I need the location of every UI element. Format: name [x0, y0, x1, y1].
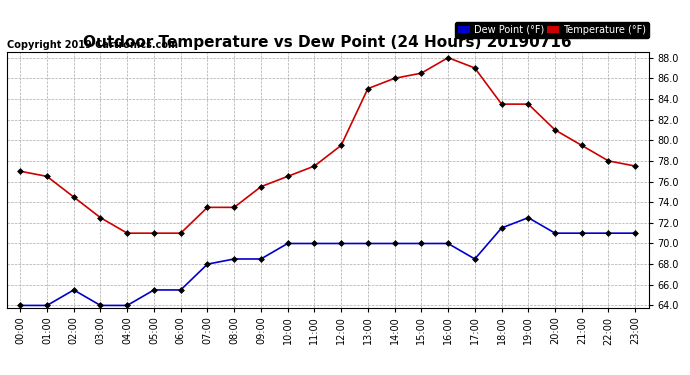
Text: Copyright 2019 Cartronics.com: Copyright 2019 Cartronics.com	[7, 40, 178, 50]
Title: Outdoor Temperature vs Dew Point (24 Hours) 20190716: Outdoor Temperature vs Dew Point (24 Hou…	[83, 35, 572, 50]
Legend: Dew Point (°F), Temperature (°F): Dew Point (°F), Temperature (°F)	[455, 22, 649, 38]
